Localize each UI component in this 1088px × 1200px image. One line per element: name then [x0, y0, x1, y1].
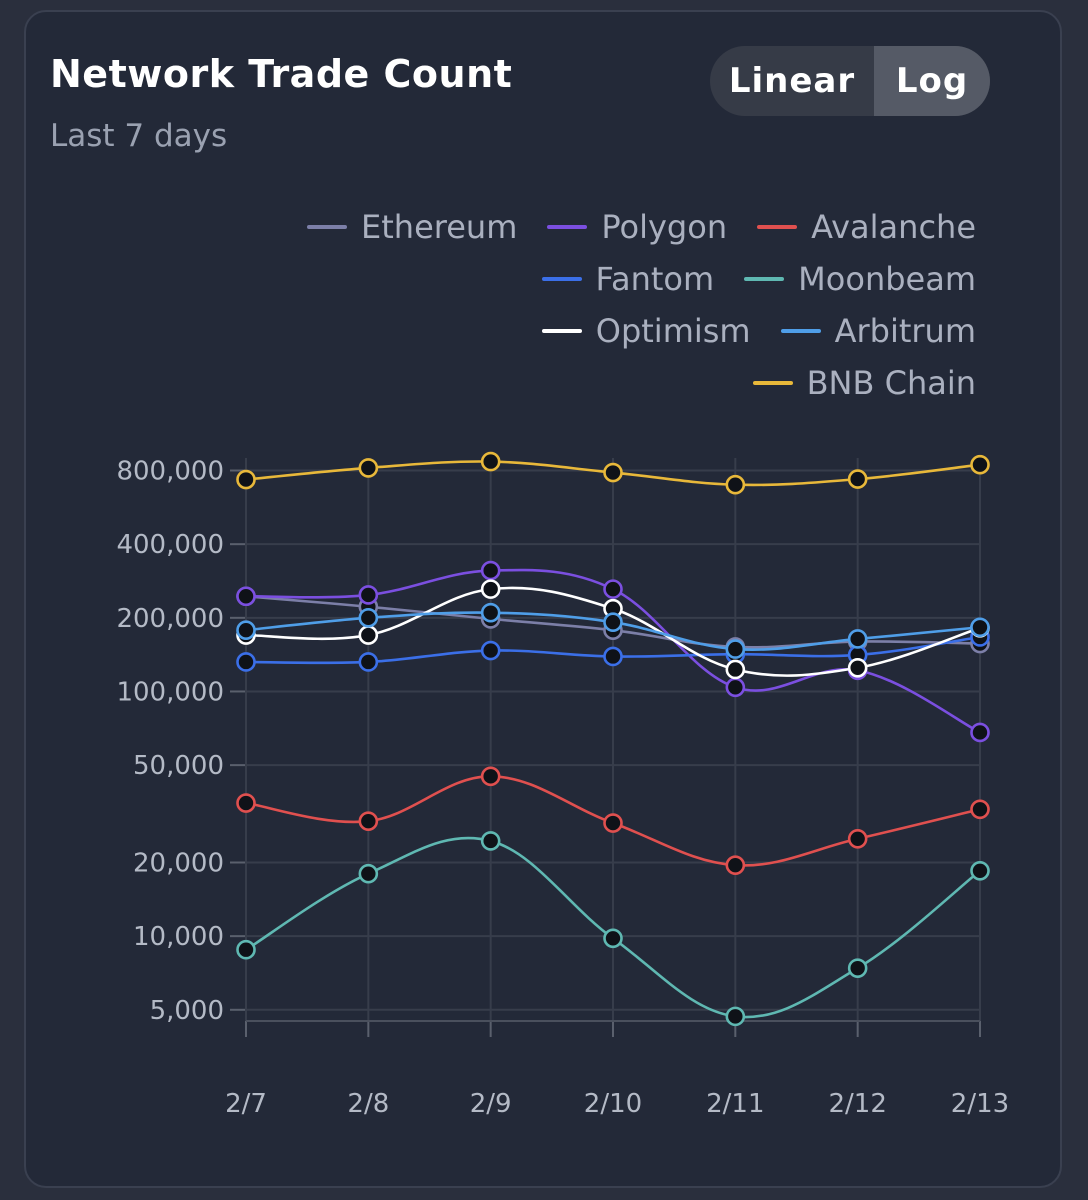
y-tick-label: 5,000	[150, 996, 224, 1026]
linear-scale-button[interactable]: Linear	[728, 61, 856, 101]
x-tick-label: 2/7	[225, 1089, 267, 1119]
legend-item-polygon[interactable]: Polygon	[547, 208, 727, 246]
data-point-avalanche	[236, 793, 256, 813]
data-point-polygon	[725, 677, 746, 698]
data-point-bnb-chain	[725, 474, 746, 495]
legend-swatch	[541, 277, 582, 281]
legend-label: Moonbeam	[798, 260, 976, 298]
x-tick-label: 2/11	[706, 1089, 764, 1119]
legend-label: Ethereum	[361, 208, 518, 246]
legend-swatch	[744, 277, 785, 281]
data-point-moonbeam	[603, 928, 623, 949]
data-point-avalanche	[970, 799, 990, 820]
y-tick-label: 50,000	[133, 751, 224, 781]
data-point-arbitrum	[847, 629, 868, 649]
y-tick-label: 10,000	[133, 922, 224, 952]
legend-row-1: Ethereum Polygon Avalanche	[307, 208, 976, 246]
legend-row-2: Fantom Moonbeam	[541, 260, 976, 298]
legend-label: BNB Chain	[806, 364, 976, 402]
x-tick-label: 2/13	[951, 1089, 1009, 1119]
data-point-moonbeam	[725, 1006, 746, 1027]
scale-toggle: Linear Log	[710, 46, 990, 116]
legend-row-4: BNB Chain	[752, 364, 976, 402]
y-tick-label: 800,000	[116, 457, 224, 487]
y-tick-label: 100,000	[116, 677, 224, 707]
log-scale-button[interactable]: Log	[874, 46, 990, 116]
data-point-fantom	[603, 646, 623, 667]
x-tick-label: 2/10	[584, 1089, 642, 1119]
legend-swatch	[752, 381, 793, 385]
data-point-moonbeam	[970, 860, 990, 881]
data-point-bnb-chain	[970, 454, 990, 475]
data-point-moonbeam	[847, 958, 868, 978]
data-point-arbitrum	[725, 639, 746, 659]
legend-item-arbitrum[interactable]: Arbitrum	[780, 312, 976, 350]
data-point-bnb-chain	[480, 451, 501, 472]
legend-row-3: Optimism Arbitrum	[541, 312, 976, 350]
data-point-fantom	[236, 652, 256, 672]
data-point-polygon	[236, 586, 256, 607]
legend-swatch	[547, 225, 588, 229]
data-point-optimism	[480, 579, 501, 599]
data-point-bnb-chain	[603, 462, 623, 483]
data-point-arbitrum	[358, 608, 379, 628]
data-point-avalanche	[847, 828, 868, 849]
x-tick-label: 2/9	[470, 1089, 512, 1119]
y-tick-label: 200,000	[116, 604, 224, 634]
legend-item-fantom[interactable]: Fantom	[541, 260, 715, 298]
legend-item-optimism[interactable]: Optimism	[541, 312, 751, 350]
legend-swatch	[780, 329, 821, 333]
x-tick-label: 2/8	[347, 1089, 389, 1119]
data-point-moonbeam	[236, 939, 256, 960]
data-point-arbitrum	[970, 617, 990, 638]
legend-item-moonbeam[interactable]: Moonbeam	[744, 260, 976, 298]
data-point-bnb-chain	[358, 458, 379, 478]
data-point-optimism	[847, 657, 868, 678]
legend-label: Fantom	[595, 260, 715, 298]
data-point-moonbeam	[358, 863, 379, 884]
chart-subtitle: Last 7 days	[50, 118, 228, 154]
data-point-bnb-chain	[236, 469, 256, 490]
y-tick-label: 400,000	[116, 530, 224, 560]
chart-title: Network Trade Count	[50, 52, 513, 96]
data-point-polygon	[480, 560, 501, 581]
data-point-fantom	[358, 652, 379, 672]
data-point-polygon	[358, 585, 379, 605]
x-tick-label: 2/12	[828, 1089, 886, 1119]
legend-swatch	[541, 329, 582, 333]
legend-swatch	[757, 225, 798, 229]
legend-item-ethereum[interactable]: Ethereum	[307, 208, 517, 246]
data-point-avalanche	[603, 813, 623, 833]
legend-label: Avalanche	[811, 208, 976, 246]
data-point-arbitrum	[603, 612, 623, 632]
data-point-bnb-chain	[847, 469, 868, 489]
data-point-optimism	[358, 625, 379, 645]
data-point-arbitrum	[236, 620, 256, 641]
data-point-avalanche	[725, 855, 746, 875]
data-point-arbitrum	[480, 602, 501, 623]
trade-count-card	[24, 10, 1062, 1188]
data-point-polygon	[970, 722, 990, 743]
legend-label: Polygon	[601, 208, 728, 246]
legend-label: Optimism	[595, 312, 751, 350]
data-point-fantom	[480, 640, 501, 661]
legend-item-avalanche[interactable]: Avalanche	[757, 208, 976, 246]
legend-item-bnb-chain[interactable]: BNB Chain	[752, 364, 976, 402]
data-point-moonbeam	[480, 831, 501, 851]
data-point-optimism	[725, 659, 746, 680]
legend-label: Arbitrum	[834, 312, 976, 350]
data-point-polygon	[603, 579, 623, 599]
legend-swatch	[307, 225, 348, 229]
data-point-avalanche	[358, 811, 379, 831]
y-tick-label: 20,000	[133, 848, 224, 878]
data-point-avalanche	[480, 766, 501, 787]
